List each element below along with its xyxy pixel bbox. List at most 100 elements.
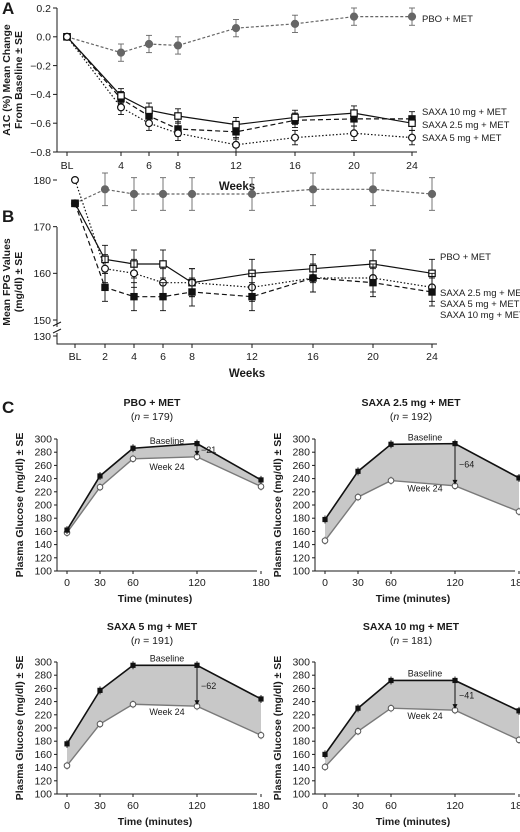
data-point: [232, 140, 241, 149]
panel-b-y-axis-lower: [56, 333, 437, 345]
data-point: [247, 189, 257, 199]
subplot-n: (n = 192): [390, 411, 432, 423]
x-tick-label: 30: [352, 577, 364, 589]
data-point: [145, 106, 153, 115]
x-tick-label: 180: [510, 800, 520, 812]
baseline-point: [130, 445, 136, 451]
week24-point: [257, 483, 265, 490]
x-tick-label: 0: [322, 577, 328, 589]
y-tick-label: 200: [292, 500, 310, 512]
x-axis-title: Time (minutes): [118, 593, 192, 605]
difference-area: [325, 443, 519, 541]
baseline-point: [130, 662, 136, 668]
baseline-point: [388, 441, 394, 447]
panel-c-subplot-4: SAXA 10 mg + MET(n = 181)300280260240220…: [272, 621, 520, 828]
x-tick-label: 20: [348, 160, 360, 172]
y-tick-label: 280: [292, 670, 310, 682]
x-tick-label: 20: [367, 351, 379, 363]
y-tick-label: 220: [292, 709, 310, 721]
baseline-point: [194, 441, 200, 447]
x-tick-label: 120: [188, 577, 206, 589]
y-tick-label: 160: [292, 526, 310, 538]
series-line: [66, 36, 413, 146]
week24-label: Week 24: [149, 707, 184, 717]
series-label: PBO + MET: [440, 252, 491, 263]
y-tick-label: 180: [292, 736, 310, 748]
y-tick-label: 220: [34, 486, 52, 498]
x-tick-label: BL: [61, 160, 74, 172]
series-label: SAXA 5 mg + MET: [422, 133, 502, 144]
panel-c-letter: C: [2, 398, 14, 417]
y-tick-label: 200: [292, 723, 310, 735]
x-tick-label: 8: [189, 351, 195, 363]
series-label: SAXA 5 mg + MET: [440, 299, 520, 310]
data-point: [100, 185, 110, 194]
series-3: [62, 32, 417, 153]
x-tick-label: 0: [322, 800, 328, 812]
data-point: [71, 199, 79, 208]
y-tick-label: 120: [292, 552, 310, 564]
panel-c-subplot-1: PBO + MET(n = 179)3002802602402202001801…: [14, 397, 270, 605]
x-tick-label: 12: [230, 160, 242, 172]
y-tick-label: 220: [34, 709, 52, 721]
series-line: [66, 16, 412, 54]
subplot-n-open: (: [131, 411, 135, 423]
series-label: SAXA 2.5 mg + MET: [440, 288, 520, 299]
data-point: [290, 19, 300, 28]
y-tick-label: 220: [292, 486, 310, 498]
x-tick-label: 8: [175, 160, 181, 172]
baseline-point: [452, 677, 458, 684]
y-tick-label: 170: [33, 221, 51, 233]
week24-label: Week 24: [407, 711, 442, 721]
subplot-n-value: = 181): [399, 635, 432, 647]
series-2: [63, 32, 416, 133]
data-point: [159, 260, 167, 268]
data-point: [350, 109, 358, 117]
baseline-point: [194, 662, 200, 668]
week24-point: [129, 455, 137, 463]
baseline-point: [516, 708, 520, 714]
y-tick-label: 300: [292, 657, 310, 669]
change-arrowhead: [194, 700, 200, 706]
difference-area: [325, 680, 519, 767]
data-point: [130, 292, 138, 301]
x-tick-label: 24: [426, 351, 438, 363]
series-line: [66, 36, 413, 126]
data-point: [350, 129, 359, 138]
data-point: [349, 12, 359, 21]
series-label: SAXA 2.5 mg + MET: [422, 120, 510, 131]
y-tick-label: 260: [292, 683, 310, 695]
x-tick-label: 60: [385, 577, 397, 589]
data-point: [408, 119, 416, 128]
week24-point: [96, 720, 104, 728]
baseline-point: [516, 475, 520, 481]
data-point: [62, 32, 71, 41]
week24-point: [96, 483, 104, 491]
subplot-title: SAXA 5 mg + MET: [107, 621, 198, 633]
baseline-label: Baseline: [150, 436, 185, 446]
baseline-point: [64, 741, 70, 747]
data-point: [145, 119, 154, 128]
data-point: [100, 264, 109, 273]
data-point: [408, 133, 417, 142]
subplot-n-symbol: n: [393, 635, 399, 647]
data-point: [129, 189, 139, 199]
baseline-label: Baseline: [408, 668, 443, 678]
baseline-point: [322, 751, 328, 757]
panel-a: 0.2 0.0 −0.2 −0.4 −0.6 −0.8 BL 4 6 8 12 16 20 24 Weeks…: [1, 3, 510, 193]
panel-b-letter: B: [2, 207, 14, 226]
change-value: −21: [201, 445, 216, 455]
y-tick-label: 100: [292, 566, 310, 578]
panel-c-subplot-3: SAXA 5 mg + MET(n = 191)3002802602402202…: [14, 621, 270, 828]
data-point: [116, 48, 126, 57]
y-tick-label: 160: [34, 749, 52, 761]
data-point: [117, 92, 125, 100]
y-tick-label: 240: [292, 473, 310, 485]
subplot-n: (n = 191): [131, 635, 173, 647]
x-tick-label: 16: [307, 351, 319, 363]
y-tick-label: 0.0: [36, 32, 51, 44]
subplot-n-value: = 192): [399, 411, 432, 423]
axis-break-mark: [52, 328, 62, 334]
week24-point: [515, 736, 520, 744]
